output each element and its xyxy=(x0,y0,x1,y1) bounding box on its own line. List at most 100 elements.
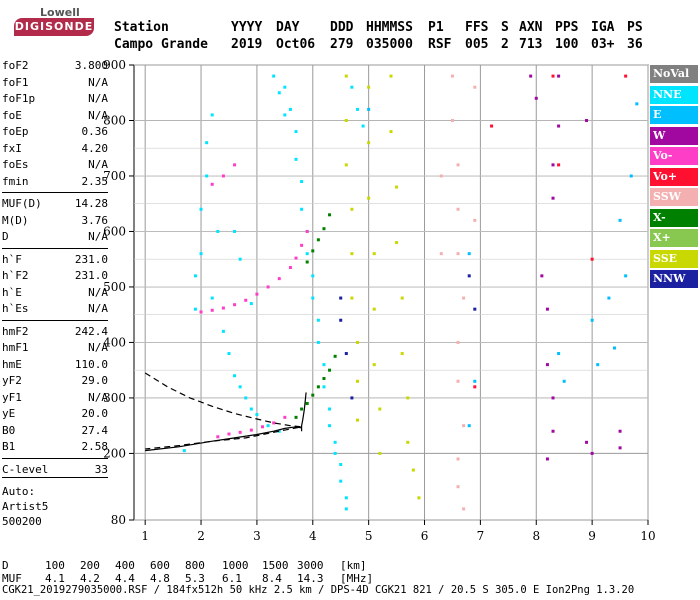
parameter-name: foEp xyxy=(2,125,29,138)
parameter-value: 231.0 xyxy=(74,269,108,282)
y-tick-label: 80 xyxy=(111,513,126,527)
data-point xyxy=(350,252,354,256)
muf-row-value: 4.2 xyxy=(80,572,100,585)
data-point xyxy=(339,463,343,467)
parameter-value: N/A xyxy=(88,75,108,89)
data-point xyxy=(221,329,225,333)
data-point xyxy=(227,352,231,356)
parameter-name: foF1 xyxy=(2,75,29,89)
data-point xyxy=(233,229,237,233)
muf-row-value: 8.4 xyxy=(262,572,282,585)
parameter-value: N/A xyxy=(88,230,108,243)
data-point xyxy=(344,352,348,356)
header-day-label: DAY xyxy=(276,20,300,35)
data-point xyxy=(456,379,460,383)
muf-row-value: 5.3 xyxy=(185,572,205,585)
legend-item-ssw: SSW xyxy=(650,188,698,206)
header-p1-value: RSF xyxy=(428,37,452,52)
data-point xyxy=(199,310,203,314)
parameter-name: yE xyxy=(2,407,16,420)
parameter-row: foF1 N/A xyxy=(2,75,108,91)
data-point xyxy=(255,413,259,417)
data-point xyxy=(473,218,477,222)
data-point xyxy=(596,363,600,367)
parameter-row: foEs N/A xyxy=(2,157,108,173)
data-point xyxy=(395,241,399,245)
data-point xyxy=(462,507,466,511)
data-point xyxy=(210,308,214,312)
x-tick-label: 4 xyxy=(309,529,317,543)
data-point xyxy=(467,274,471,278)
data-point xyxy=(294,157,298,161)
data-point xyxy=(221,174,225,178)
parameter-name: yF1 xyxy=(2,390,22,404)
data-point xyxy=(551,396,555,400)
data-point xyxy=(193,274,197,278)
parameter-value: N/A xyxy=(88,390,108,404)
data-point xyxy=(277,91,281,95)
data-point xyxy=(311,274,315,278)
data-point xyxy=(372,307,376,311)
data-point xyxy=(624,274,628,278)
data-point xyxy=(244,396,248,400)
x-tick-label: 6 xyxy=(421,529,429,543)
data-point xyxy=(367,107,371,111)
data-point xyxy=(272,74,276,78)
parameter-value: 3.76 xyxy=(81,213,109,227)
d-row-value: 600 xyxy=(150,559,170,572)
data-point xyxy=(618,429,622,433)
header-time-value: 035000 xyxy=(366,37,413,52)
data-point xyxy=(389,130,393,134)
data-point xyxy=(328,213,332,217)
parameter-name: hmF2 xyxy=(2,324,29,338)
header-iga-value: 03+ xyxy=(591,37,615,52)
parameter-row: B0 27.4 xyxy=(2,423,108,439)
data-point xyxy=(350,207,354,211)
y-tick-label: 700 xyxy=(103,169,126,183)
parameter-value: 27.4 xyxy=(81,423,109,437)
data-point xyxy=(400,352,404,356)
data-point xyxy=(456,457,460,461)
parameter-value: 2.35 xyxy=(81,174,109,188)
data-point xyxy=(473,379,477,383)
data-point xyxy=(266,424,270,428)
parameter-row: MUF(D) 14.28 xyxy=(2,196,108,212)
data-point xyxy=(238,430,242,434)
data-point xyxy=(395,185,399,189)
data-point xyxy=(322,363,326,367)
data-point xyxy=(328,407,332,411)
data-point xyxy=(372,363,376,367)
data-point xyxy=(400,296,404,300)
header-station-value: Campo Grande xyxy=(114,37,208,52)
parameter-row: foEp 0.36 xyxy=(2,124,108,140)
muf-row-value: 6.1 xyxy=(222,572,242,585)
parameter-row: yE 20.0 xyxy=(2,406,108,422)
header-ddd-value: 279 xyxy=(330,37,354,52)
data-point xyxy=(339,479,343,483)
y-tick-label: 200 xyxy=(103,446,126,460)
data-point xyxy=(249,302,253,306)
data-point xyxy=(244,298,248,302)
parameter-row: fxI 4.20 xyxy=(2,141,108,157)
parameter-name: hmE xyxy=(2,357,22,371)
d-row-value: 800 xyxy=(185,559,205,572)
legend-item-e: E xyxy=(650,106,698,124)
header-pps-label: PPS xyxy=(555,20,579,35)
data-point xyxy=(406,396,410,400)
data-point xyxy=(557,124,561,128)
parameter-separator xyxy=(2,477,108,478)
header-time-label: HHMMSS xyxy=(366,20,413,35)
data-point xyxy=(467,252,471,256)
data-point xyxy=(305,229,309,233)
legend-item-xplus: X+ xyxy=(650,229,698,247)
d-row-value: 3000 xyxy=(297,559,324,572)
y-tick-label: 400 xyxy=(103,335,126,349)
parameter-value: 0.36 xyxy=(81,125,109,138)
header-year-value: 2019 xyxy=(231,37,263,52)
data-point xyxy=(300,207,304,211)
data-point xyxy=(199,252,203,256)
parameter-value: 33 xyxy=(94,462,108,476)
header-s-value: 2 xyxy=(501,37,509,52)
legend-item-noval: NoVal xyxy=(650,65,698,83)
data-point xyxy=(283,113,287,117)
